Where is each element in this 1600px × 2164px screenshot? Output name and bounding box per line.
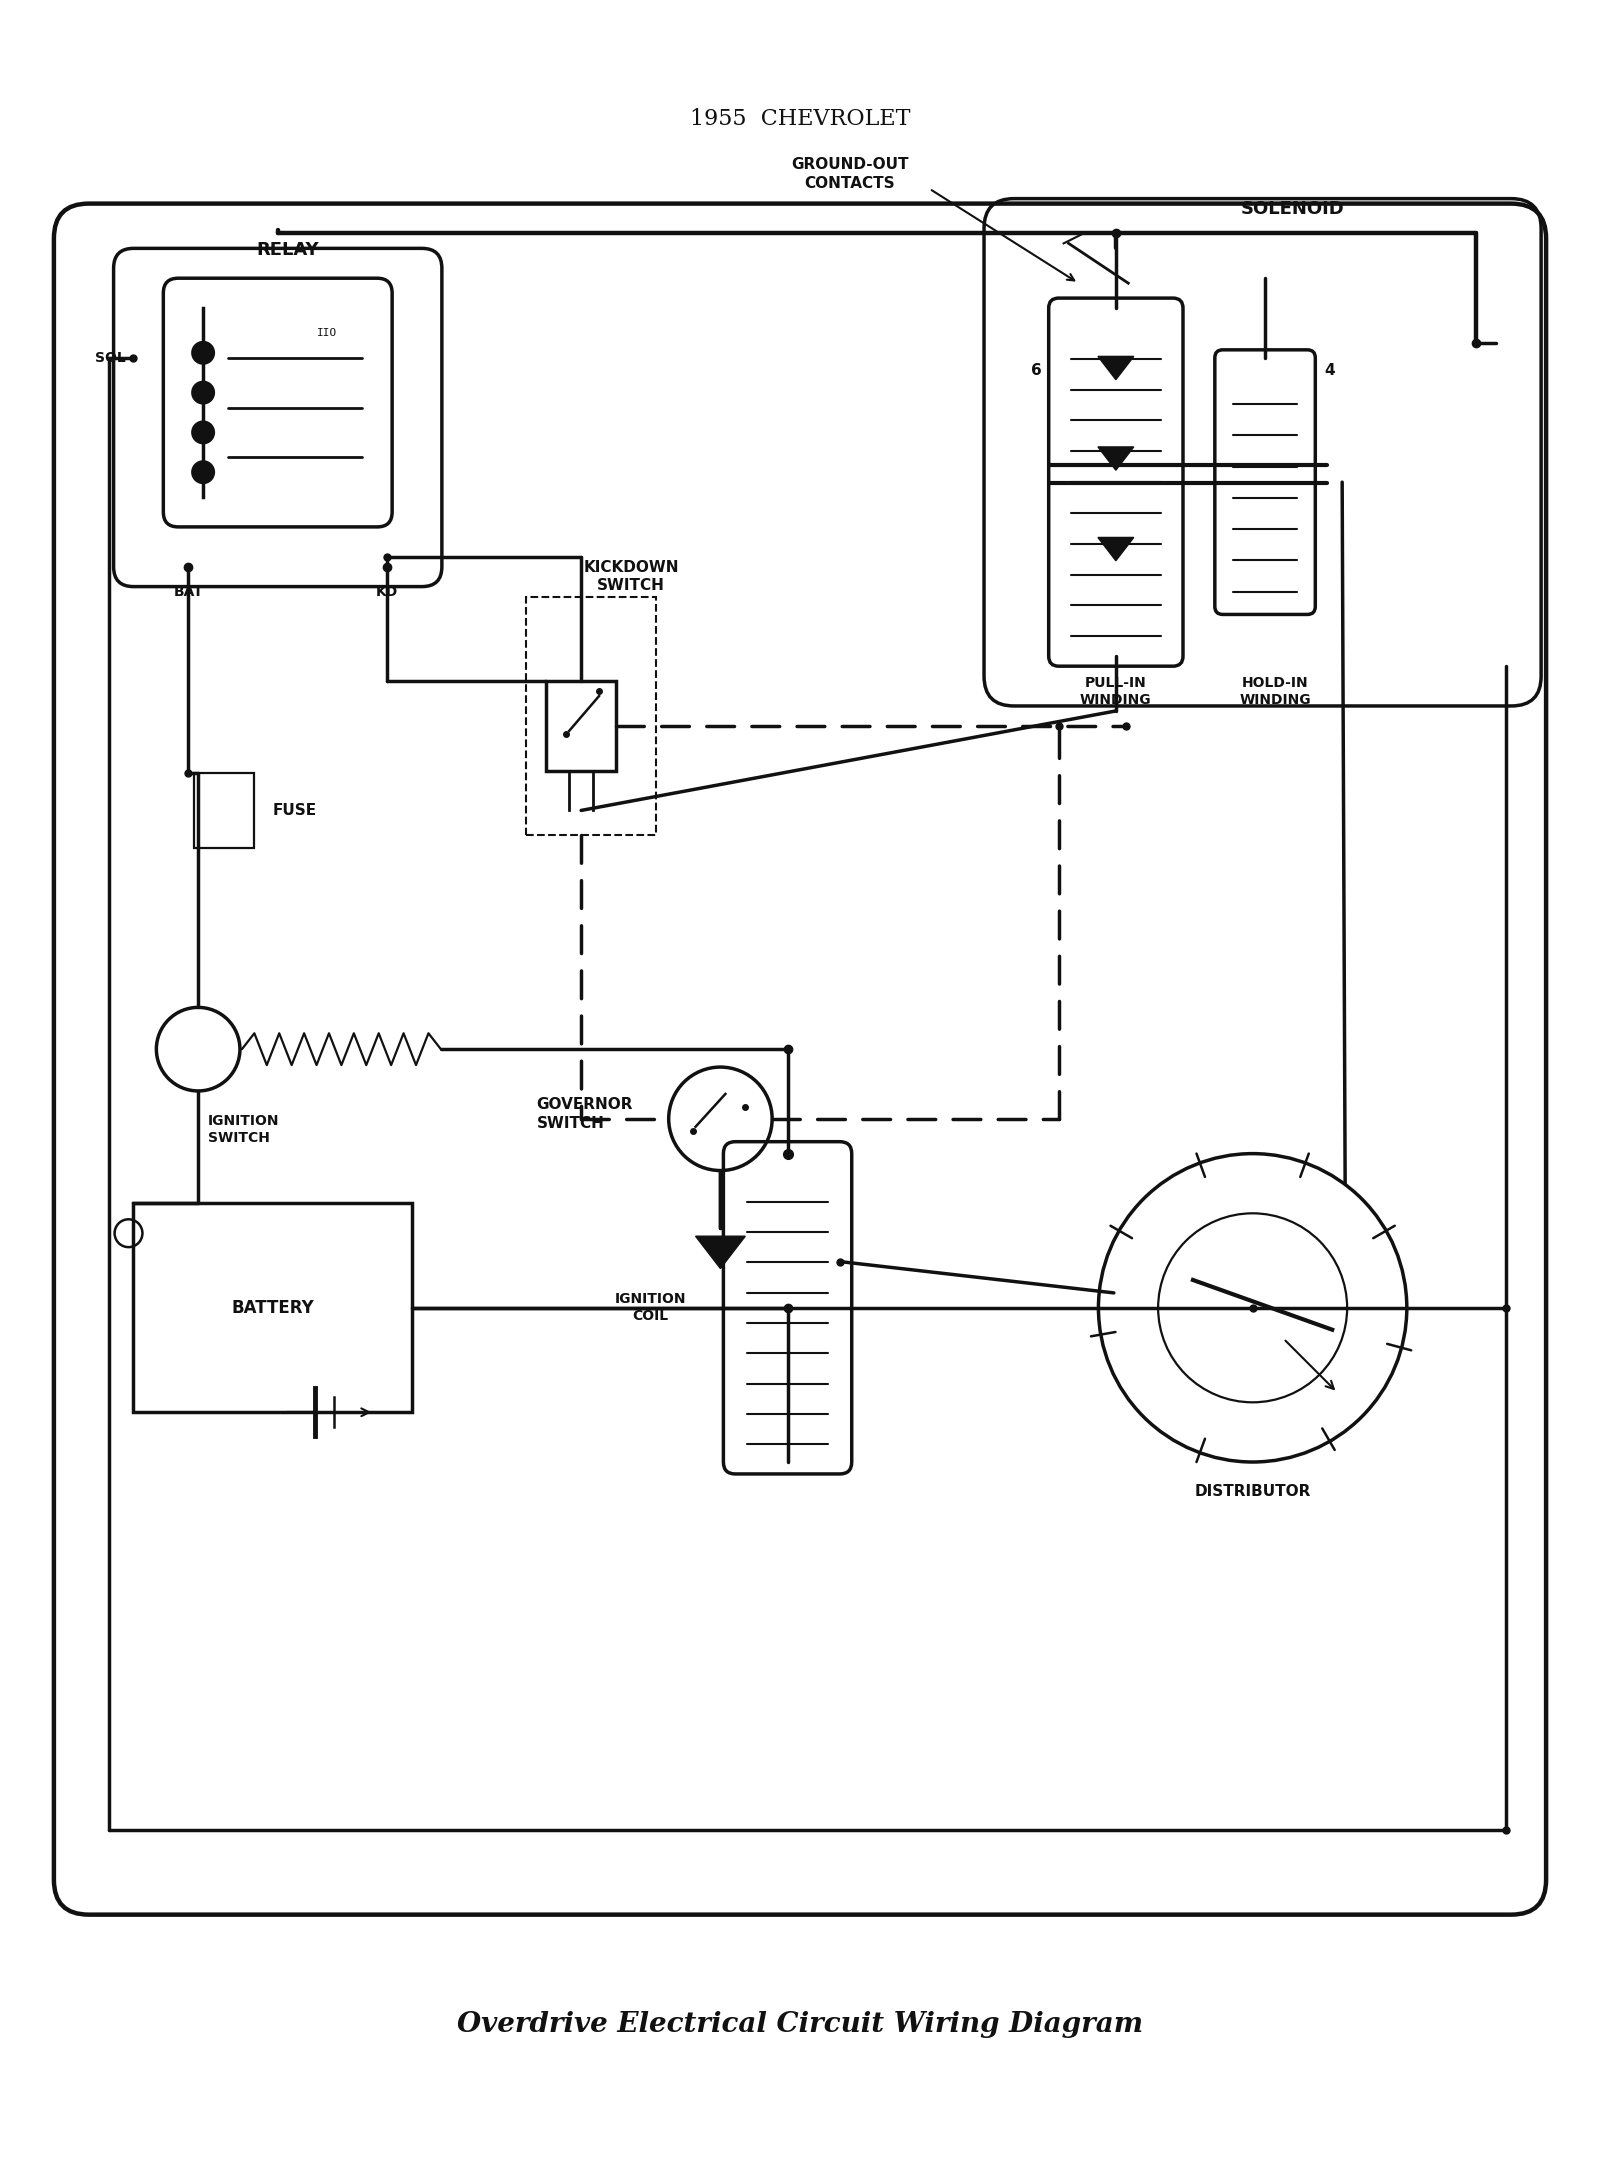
Text: 6: 6	[1032, 364, 1042, 379]
Text: RELAY: RELAY	[256, 242, 318, 260]
Text: Overdrive Electrical Circuit Wiring Diagram: Overdrive Electrical Circuit Wiring Diag…	[458, 2010, 1142, 2038]
Text: GROUND-OUT
CONTACTS: GROUND-OUT CONTACTS	[790, 158, 909, 190]
Circle shape	[192, 422, 214, 444]
Polygon shape	[1098, 537, 1134, 560]
Text: FUSE: FUSE	[272, 803, 317, 818]
Text: KICKDOWN
SWITCH: KICKDOWN SWITCH	[582, 560, 678, 593]
Bar	[546, 682, 616, 770]
Text: SOL: SOL	[94, 351, 125, 366]
Text: BATTERY: BATTERY	[232, 1298, 314, 1318]
Text: DISTRIBUTOR: DISTRIBUTOR	[1195, 1485, 1310, 1500]
Circle shape	[192, 461, 214, 483]
Bar	[526, 597, 656, 835]
Text: KD: KD	[376, 584, 398, 599]
Text: SOLENOID: SOLENOID	[1240, 199, 1344, 219]
Text: IGNITION
SWITCH: IGNITION SWITCH	[208, 1114, 280, 1145]
Text: BAT: BAT	[173, 584, 203, 599]
Circle shape	[192, 381, 214, 403]
Text: IIO: IIO	[317, 329, 338, 338]
Polygon shape	[696, 1236, 746, 1268]
Text: 4: 4	[1323, 364, 1334, 379]
Polygon shape	[1098, 357, 1134, 379]
Polygon shape	[1098, 448, 1134, 470]
Bar	[133, 1203, 413, 1413]
Text: 1955  CHEVROLET: 1955 CHEVROLET	[690, 108, 910, 130]
Text: HOLD-IN
WINDING: HOLD-IN WINDING	[1240, 675, 1310, 708]
Text: GOVERNOR
SWITCH: GOVERNOR SWITCH	[536, 1097, 634, 1130]
Text: IGNITION
COIL: IGNITION COIL	[614, 1292, 686, 1324]
Bar	[194, 773, 254, 848]
Circle shape	[192, 342, 214, 364]
Text: PULL-IN
WINDING: PULL-IN WINDING	[1080, 675, 1152, 708]
